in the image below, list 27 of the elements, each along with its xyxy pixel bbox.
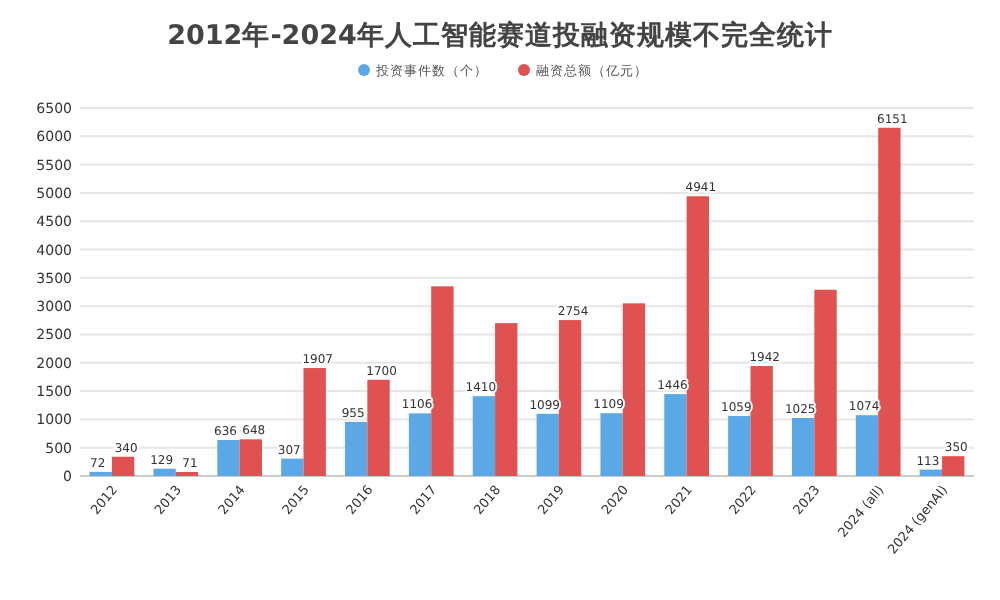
bar — [367, 379, 390, 476]
bar — [536, 413, 559, 476]
bar — [814, 289, 837, 476]
bar — [495, 323, 518, 476]
bar — [750, 366, 773, 476]
bar — [239, 439, 262, 476]
chart-title: 2012年-2024年人工智能赛道投融资规模不完全统计 — [167, 18, 833, 52]
bar — [303, 368, 326, 476]
bar — [878, 127, 901, 476]
bar — [431, 286, 454, 476]
bar — [153, 468, 176, 476]
bar — [600, 413, 623, 476]
bar — [686, 196, 709, 476]
bar — [472, 396, 496, 476]
bar — [217, 439, 240, 476]
bar — [408, 413, 432, 476]
bar — [558, 320, 582, 476]
bar — [281, 458, 304, 476]
bar — [942, 456, 965, 476]
bar — [792, 417, 815, 476]
bar — [111, 456, 135, 476]
bar — [728, 416, 751, 476]
bar — [855, 415, 879, 476]
bar — [622, 303, 646, 476]
bar — [919, 469, 943, 476]
bar — [664, 394, 687, 476]
bar — [345, 421, 368, 476]
